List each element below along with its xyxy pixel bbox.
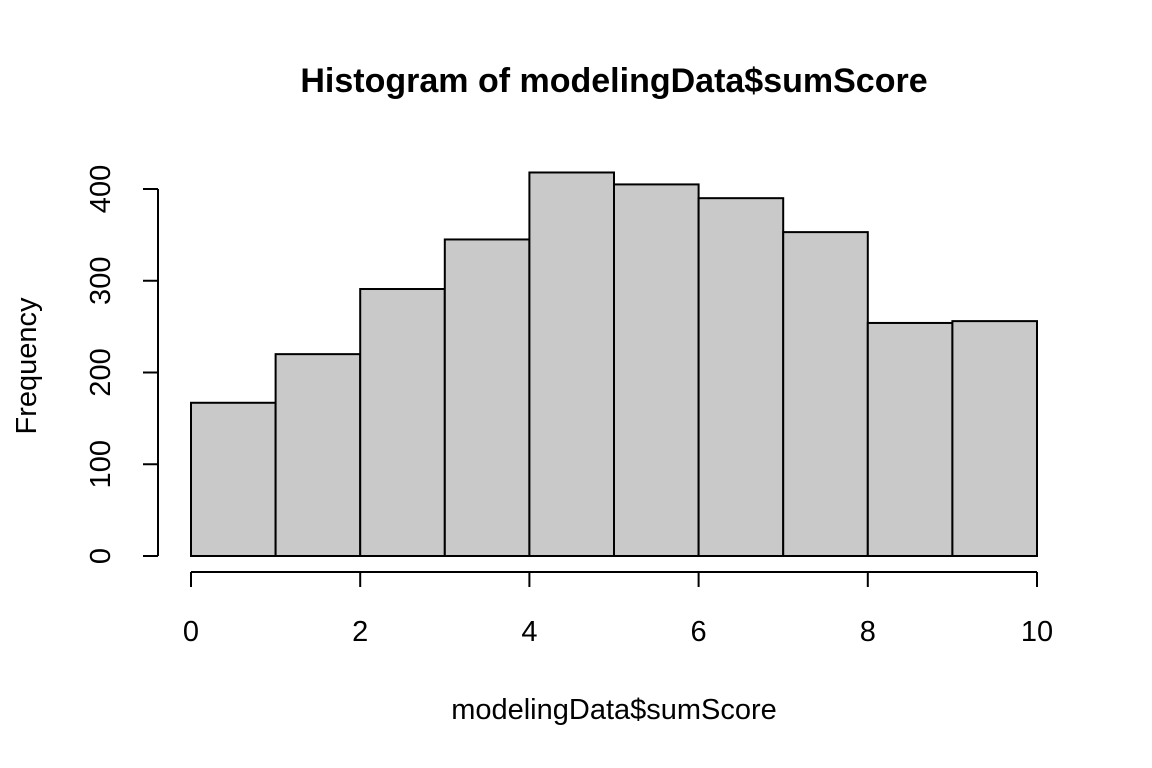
y-tick-label-3: 300 — [85, 257, 117, 305]
histogram-bar-2 — [359, 288, 446, 557]
chart-title: Histogram of modelingData$sumScore — [300, 62, 927, 100]
y-tick-label-4: 400 — [85, 165, 117, 213]
histogram-bar-5 — [613, 183, 700, 557]
x-tick-label-2: 4 — [521, 616, 537, 648]
y-axis-label: Frequency — [11, 297, 43, 435]
histogram-bar-4 — [528, 171, 616, 558]
x-tick-label-3: 6 — [691, 616, 707, 648]
y-tick-label-1: 100 — [85, 440, 117, 488]
histogram-bar-6 — [697, 197, 785, 558]
x-axis: 0 2 4 6 8 10 — [183, 571, 1053, 648]
x-axis-label: modelingData$sumScore — [451, 694, 777, 726]
histogram-bar-8 — [866, 321, 954, 557]
histogram-bar-7 — [782, 231, 869, 557]
bars-group — [190, 171, 1039, 558]
x-tick-label-5: 10 — [1021, 616, 1053, 648]
x-tick-label-1: 2 — [352, 616, 368, 648]
y-tick-label-0: 0 — [85, 548, 117, 564]
y-axis: 0 100 200 300 400 — [85, 165, 159, 564]
histogram-bar-1 — [274, 353, 362, 557]
y-tick-label-2: 200 — [85, 348, 117, 396]
histogram-bar-9 — [951, 320, 1039, 557]
x-tick-label-0: 0 — [183, 616, 199, 648]
x-tick-label-4: 8 — [860, 616, 876, 648]
histogram-bar-0 — [190, 401, 277, 557]
histogram-bar-3 — [443, 238, 531, 557]
